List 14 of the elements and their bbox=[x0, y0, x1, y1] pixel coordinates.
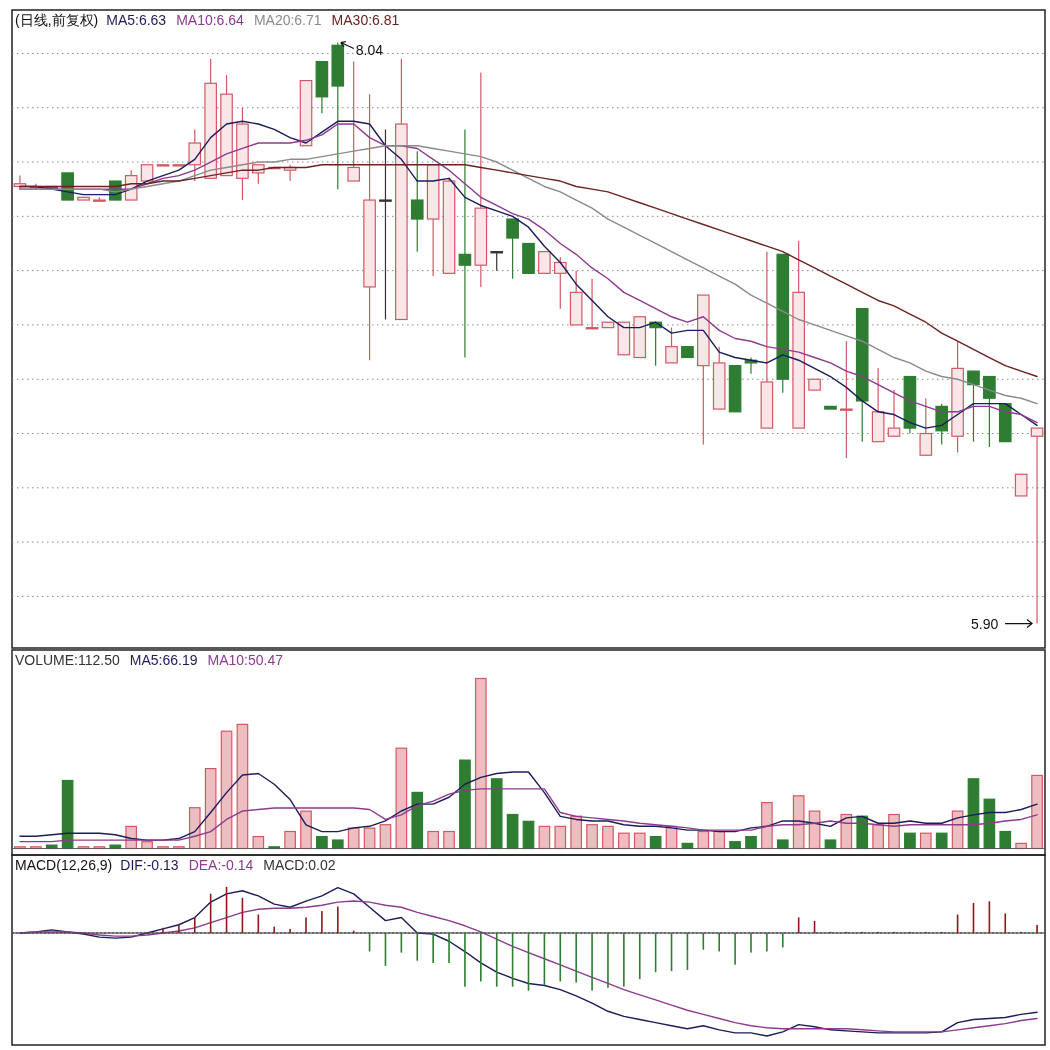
text: MA10:6.64 bbox=[176, 12, 245, 28]
text: MA5:66.19 bbox=[129, 652, 198, 668]
text: MA5:6.63 bbox=[106, 12, 167, 28]
annotation: 8.04 bbox=[355, 41, 384, 58]
annotation: 5.90 bbox=[971, 615, 999, 632]
chart-title: MACD(12,26,9) bbox=[15, 857, 113, 873]
text: DIF:-0.13 bbox=[120, 857, 179, 873]
text: MA10:50.47 bbox=[207, 652, 284, 668]
text: MA20:6.71 bbox=[253, 12, 322, 28]
text: VOLUME:112.50 bbox=[15, 652, 121, 668]
text: MA30:6.81 bbox=[331, 12, 400, 28]
text: DEA:-0.14 bbox=[188, 857, 254, 873]
text: MACD:0.02 bbox=[263, 857, 336, 873]
chart-title: (日线,前复权) bbox=[15, 12, 99, 28]
